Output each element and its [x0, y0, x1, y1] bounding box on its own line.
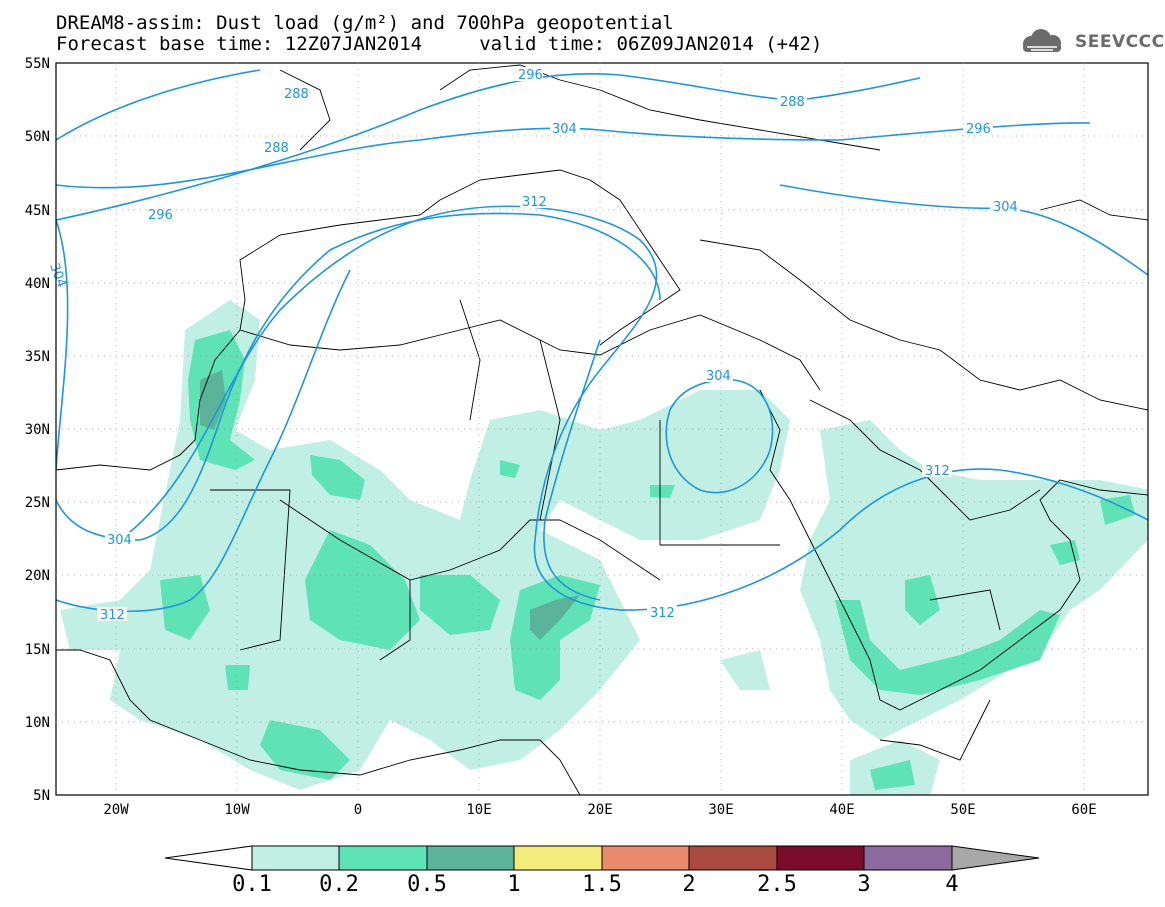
- svg-text:304: 304: [107, 533, 132, 548]
- svg-text:1.5: 1.5: [582, 872, 622, 897]
- svg-text:50N: 50N: [25, 129, 50, 145]
- svg-text:288: 288: [780, 95, 805, 110]
- svg-text:45N: 45N: [25, 203, 50, 219]
- svg-text:3: 3: [857, 872, 870, 897]
- map-subtitle: Forecast base time: 12Z07JAN2014 valid t…: [56, 33, 823, 55]
- graticule: [56, 63, 1148, 795]
- svg-text:304: 304: [993, 200, 1018, 215]
- longitude-labels: 20W 10W 0 10E 20E 30E 40E 50E 60E: [103, 802, 1096, 818]
- svg-text:30N: 30N: [25, 422, 50, 438]
- svg-text:296: 296: [148, 208, 173, 223]
- svg-text:296: 296: [966, 122, 991, 137]
- svg-text:2.5: 2.5: [757, 872, 797, 897]
- map-title: DREAM8-assim: Dust load (g/m²) and 700hP…: [56, 12, 674, 34]
- logo-text: SEEVCCC: [1075, 32, 1165, 52]
- svg-text:0.2: 0.2: [319, 872, 359, 897]
- svg-text:20N: 20N: [25, 568, 50, 584]
- colorbar-swatch-2: [338, 845, 428, 871]
- svg-text:312: 312: [650, 606, 675, 621]
- svg-text:312: 312: [925, 464, 950, 479]
- svg-text:0.1: 0.1: [232, 872, 272, 897]
- svg-text:60E: 60E: [1071, 802, 1096, 818]
- colorbar-swatch-4: [513, 845, 603, 871]
- svg-text:304: 304: [552, 122, 577, 137]
- colorbar-swatch-7: [776, 845, 865, 871]
- colorbar-swatch-8: [863, 845, 953, 871]
- colorbar-high-arrow: [951, 845, 1040, 871]
- svg-text:0: 0: [354, 802, 362, 818]
- seevccc-logo: [1023, 29, 1061, 52]
- svg-text:296: 296: [518, 68, 543, 83]
- colorbar-labels: 0.1 0.2 0.5 1 1.5 2 2.5 3 4: [232, 872, 959, 897]
- dust-load-shading: [60, 300, 1148, 795]
- svg-text:10W: 10W: [224, 802, 250, 818]
- svg-text:50E: 50E: [950, 802, 975, 818]
- cloud-icon: [1023, 29, 1061, 52]
- svg-text:312: 312: [522, 195, 547, 210]
- svg-text:10N: 10N: [25, 715, 50, 731]
- svg-text:20W: 20W: [103, 802, 129, 818]
- svg-text:312: 312: [100, 608, 125, 623]
- colorbar-swatch-3: [426, 845, 515, 871]
- colorbar: [164, 845, 1040, 871]
- svg-text:30E: 30E: [708, 802, 733, 818]
- svg-text:288: 288: [264, 141, 289, 156]
- svg-text:55N: 55N: [25, 56, 50, 72]
- latitude-labels: 55N 50N 45N 40N 35N 30N 25N 20N 15N 10N …: [25, 56, 50, 804]
- svg-text:0.5: 0.5: [407, 872, 447, 897]
- coastlines-borders: [56, 64, 1148, 795]
- svg-text:40E: 40E: [829, 802, 854, 818]
- svg-text:40N: 40N: [25, 276, 50, 292]
- svg-text:4: 4: [945, 872, 958, 897]
- svg-text:35N: 35N: [25, 349, 50, 365]
- contour-labels: 296 288 288 304 296 288 296 304 312 304 …: [46, 67, 1020, 623]
- svg-text:15N: 15N: [25, 642, 50, 658]
- colorbar-swatch-6: [688, 845, 778, 871]
- svg-text:2: 2: [682, 872, 695, 897]
- colorbar-swatch-1: [251, 845, 340, 871]
- colorbar-low-arrow: [164, 845, 253, 871]
- svg-text:1: 1: [507, 872, 520, 897]
- svg-text:288: 288: [284, 87, 309, 102]
- dust-class-0-5: [200, 370, 580, 640]
- svg-text:20E: 20E: [587, 802, 612, 818]
- colorbar-swatch-5: [601, 845, 690, 871]
- svg-text:10E: 10E: [466, 802, 491, 818]
- svg-text:5N: 5N: [33, 788, 50, 804]
- svg-text:25N: 25N: [25, 495, 50, 511]
- svg-text:304: 304: [706, 369, 731, 384]
